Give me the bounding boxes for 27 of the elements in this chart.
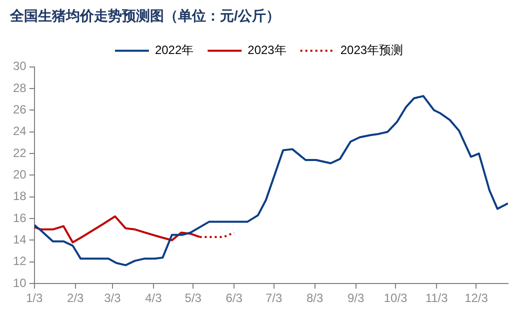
x-tick-label: 10/3 [384, 291, 408, 306]
x-tick-label: 2/3 [67, 291, 84, 306]
x-tick-label: 3/3 [104, 291, 122, 306]
y-tick-label: 16 [12, 210, 27, 225]
x-tick-label: 11/3 [425, 291, 448, 306]
x-tick-label: 12/3 [464, 291, 488, 306]
y-tick-label: 24 [12, 124, 27, 138]
chart-title: 全国生猪均价走势预测图（单位：元/公斤） [9, 7, 280, 24]
y-tick-label: 22 [12, 146, 27, 160]
x-tick-label: 1/3 [26, 291, 44, 306]
legend-label: 2023年预测 [340, 43, 404, 58]
x-tick-label: 4/3 [145, 291, 162, 306]
y-tick-label: 26 [12, 102, 27, 116]
y-tick-label: 18 [12, 189, 27, 204]
y-tick-label: 28 [12, 80, 27, 95]
y-tick-label: 12 [12, 254, 27, 268]
y-tick-label: 14 [12, 232, 27, 247]
x-tick-label: 9/3 [348, 291, 365, 306]
y-tick-label: 20 [12, 168, 27, 182]
y-tick-label: 30 [12, 59, 27, 74]
x-tick-label: 7/3 [265, 291, 282, 306]
x-tick-label: 8/3 [306, 291, 324, 306]
legend-label: 2023年 [248, 43, 286, 58]
legend-label: 2022年 [154, 43, 194, 58]
x-tick-label: 6/3 [226, 291, 243, 306]
x-tick-label: 5/3 [184, 291, 202, 306]
y-tick-label: 10 [12, 276, 27, 290]
